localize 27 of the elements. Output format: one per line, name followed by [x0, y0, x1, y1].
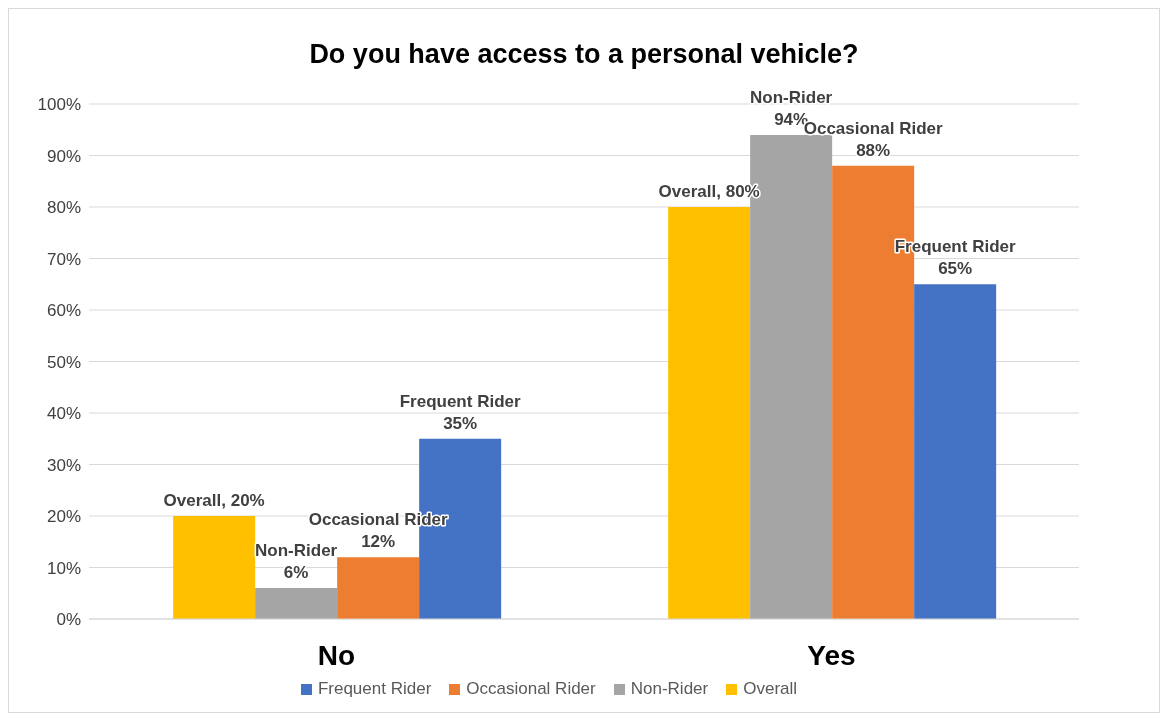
legend-label: Occasional Rider	[465, 679, 596, 699]
data-label: Overall, 80%	[658, 182, 760, 201]
bar	[914, 284, 997, 619]
bar	[255, 588, 338, 619]
legend-label: Non-Rider	[629, 679, 709, 699]
bar	[668, 207, 751, 619]
y-tick-label: 40%	[46, 404, 81, 424]
data-label: Non-Rider 6%	[255, 541, 338, 583]
bar	[173, 516, 256, 619]
y-tick-label: 20%	[46, 507, 81, 527]
y-tick-label: 10%	[46, 558, 81, 578]
y-tick-label: 100%	[37, 95, 81, 115]
y-tick-label: 80%	[46, 198, 81, 218]
x-tick-label: Yes	[807, 639, 856, 671]
data-label: Overall, 20%	[163, 491, 265, 510]
legend-label: Overall	[742, 679, 798, 699]
y-tick-label: 60%	[46, 301, 81, 321]
y-tick-label: 70%	[46, 249, 81, 269]
legend-label: Frequent Rider	[316, 679, 432, 699]
y-tick-label: 50%	[46, 352, 81, 372]
y-tick-label: 30%	[46, 455, 81, 475]
chart-title: Do you have access to a personal vehicle?	[308, 39, 860, 70]
y-tick-label: 0%	[56, 610, 81, 630]
y-tick-label: 90%	[46, 146, 81, 166]
data-label: Frequent Rider 35%	[399, 391, 521, 433]
x-tick-label: No	[317, 639, 356, 671]
bar	[337, 557, 420, 619]
